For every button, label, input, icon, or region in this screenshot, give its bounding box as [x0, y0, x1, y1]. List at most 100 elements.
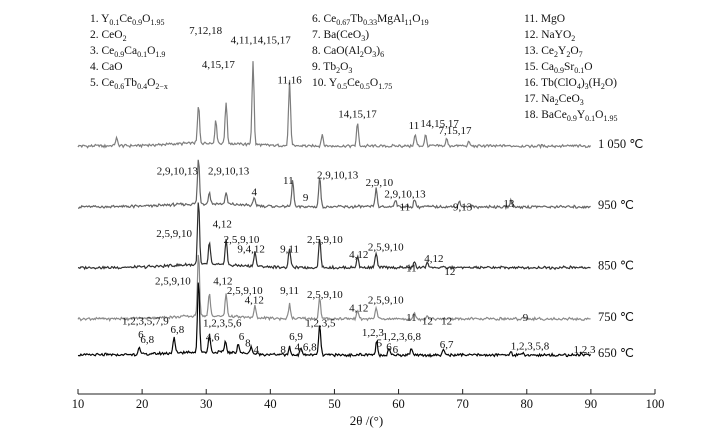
peak-annotation: 6,8: [170, 324, 184, 336]
legend-entry: 6. Ce0.67Tb0.33MgAl11O19: [312, 13, 429, 27]
peak-annotation: 12: [422, 316, 433, 328]
legend-entry: 10. Y0.5Ce0.5O1.75: [312, 77, 392, 91]
peak-annotation: 1,2,3,5,7,9: [122, 316, 169, 328]
peak-annotation: 2,9,10,13: [208, 166, 250, 178]
xrd-series: 950 ℃2,9,10,13 2,9,10,1341192,9,10,132,9,…: [78, 159, 634, 214]
peak-annotation: 9,11: [280, 243, 299, 255]
peak-annotation: 7,12,18: [189, 25, 223, 37]
peak-annotation: 8: [245, 338, 251, 350]
peak-annotation: 1,2,3,5,6: [203, 318, 242, 330]
xrd-trace: [77, 202, 591, 271]
legend-entry: 8. CaO(Al2O3)6: [312, 45, 384, 59]
peak-annotation: 6,7: [440, 339, 454, 351]
legend-entry: 9. Tb2O3: [312, 61, 352, 75]
xrd-trace: [78, 159, 591, 211]
legend-entry: 7. Ba(CeO3): [312, 29, 369, 43]
peak-annotation: 2,9,10: [366, 177, 394, 189]
peak-annotation: 11: [406, 312, 417, 324]
legend-entry: 11. MgO: [524, 13, 565, 25]
legend-entry: 12. NaYO2: [524, 29, 575, 43]
peak-annotation: 4,12: [213, 276, 232, 288]
x-tick-label: 80: [521, 397, 534, 411]
peak-annotation: 11,16: [277, 74, 302, 86]
legend-entry: 15. Ca0.9Sr0.1O: [524, 61, 593, 75]
xrd-trace: [77, 61, 592, 150]
peak-annotation: 1,2,3: [573, 344, 596, 356]
x-tick-label: 30: [200, 397, 213, 411]
peak-annotation: 2,9,10,13: [317, 169, 359, 181]
x-tick-label: 60: [392, 397, 405, 411]
peak-annotation: 9: [523, 312, 529, 324]
peak-annotation: 4: [253, 344, 259, 356]
peak-annotation: 4: [252, 186, 258, 198]
x-tick-label: 50: [328, 397, 341, 411]
peak-annotation: 1,2,3,6,8: [383, 331, 422, 343]
peak-annotation: 6,9: [289, 331, 303, 343]
peak-annotation: 11: [400, 202, 411, 214]
xrd-series: 750 ℃2,5,9,10 4,122,5,9,104,129,11 2,5,9,1…: [77, 254, 634, 328]
legend-entry: 1. Y0.1Ce0.9O1.95: [90, 13, 164, 27]
peak-annotation: 8: [280, 344, 286, 356]
peak-annotation: 4,12: [349, 302, 368, 314]
x-tick-label: 20: [136, 397, 149, 411]
xrd-trace: [77, 254, 591, 322]
peak-annotation: 9,13: [453, 202, 473, 214]
series-label: 650 ℃: [598, 346, 634, 360]
peak-annotation: 9: [303, 192, 309, 204]
peak-annotation: 2,5,9,10: [227, 285, 263, 297]
peak-annotation: 2,5,9,10: [307, 289, 343, 301]
series-label: 950 ℃: [598, 198, 634, 212]
peak-annotation: 2,5,9,10: [224, 234, 260, 246]
peak-annotation: 4,11,14,15,17: [231, 34, 292, 46]
series-label: 1 050 ℃: [598, 137, 643, 151]
peak-annotation: 11: [409, 120, 420, 132]
peak-annotation: 4,12: [424, 253, 443, 265]
peak-annotation: 5: [377, 338, 383, 350]
series-label: 750 ℃: [598, 310, 634, 324]
peak-annotation: 12: [444, 266, 455, 278]
peak-annotation: 2,5,9,10: [368, 242, 404, 254]
peak-annotation: 9,4,12: [237, 243, 265, 255]
peak-annotation: 4,12: [245, 295, 264, 307]
x-axis: 10 20 30 40 50 60 70 80 90 100 2θ /(°): [72, 389, 665, 428]
peak-annotation: 11: [283, 175, 294, 187]
series-label: 850 ℃: [598, 259, 634, 273]
legend-entry: 17. Na2CeO3: [524, 93, 584, 107]
peak-annotation: 2,5,9,10: [368, 295, 404, 307]
x-tick-label: 40: [264, 397, 277, 411]
peak-annotation: 12: [441, 316, 452, 328]
phase-legend: 1. Y0.1Ce0.9O1.95 2. CeO2 3. Ce0.9Ca0.1O1.…: [90, 13, 617, 123]
peak-annotation: 2,5,9,10: [155, 276, 191, 288]
legend-entry: 4. CaO: [90, 61, 123, 73]
xrd-traces: 1 050 ℃ 7,12,18 4,15,17 4,11,14,15,17 11,16 1…: [77, 25, 643, 360]
peak-annotation: 14,15,17: [338, 109, 377, 121]
x-axis-label: 2θ /(°): [350, 413, 383, 428]
legend-entry: 18. BaCe0.9Y0.1O1.95: [524, 109, 617, 123]
peak-annotation: 13: [503, 198, 515, 210]
legend-entry: 2. CeO2: [90, 29, 127, 43]
peak-annotation: 7,15,17: [438, 125, 472, 137]
peak-annotation: 4,15,17: [202, 59, 236, 71]
xrd-series: 650 ℃1,2,3,5,7,966,86,81,2,3,5,64,6 684 86…: [77, 282, 634, 360]
legend-entry: 5. Ce0.6Tb0.4O2−x: [90, 77, 168, 91]
peak-annotation: 2,5,9,10: [156, 228, 192, 240]
legend-entry: 13. Ce2Y2O7: [524, 45, 583, 59]
peak-annotation: 11: [406, 262, 417, 274]
peak-annotation: 4,6: [206, 332, 220, 344]
peak-annotation: 9,11: [280, 285, 299, 297]
peak-annotation: 2,5,9,10: [307, 234, 343, 246]
peak-annotation: 1,2,3: [362, 327, 385, 339]
x-tick-label: 100: [646, 397, 665, 411]
peak-annotation: 4,12: [213, 219, 232, 231]
peak-annotation: 4,12: [349, 249, 368, 261]
x-tick-label: 90: [585, 397, 598, 411]
x-tick-label: 10: [72, 397, 85, 411]
peak-annotation: 6: [239, 331, 245, 343]
xrd-series: 850 ℃2,5,9,104,122,5,9,109,4,12 9,112,5,9…: [77, 202, 634, 278]
peak-annotation: 2,9,10,13: [157, 166, 199, 178]
peak-annotation: 2,9,10,13: [384, 188, 426, 200]
xrd-trace: [77, 282, 592, 358]
x-tick-label: 70: [456, 397, 469, 411]
peak-annotation: 6: [386, 341, 392, 353]
